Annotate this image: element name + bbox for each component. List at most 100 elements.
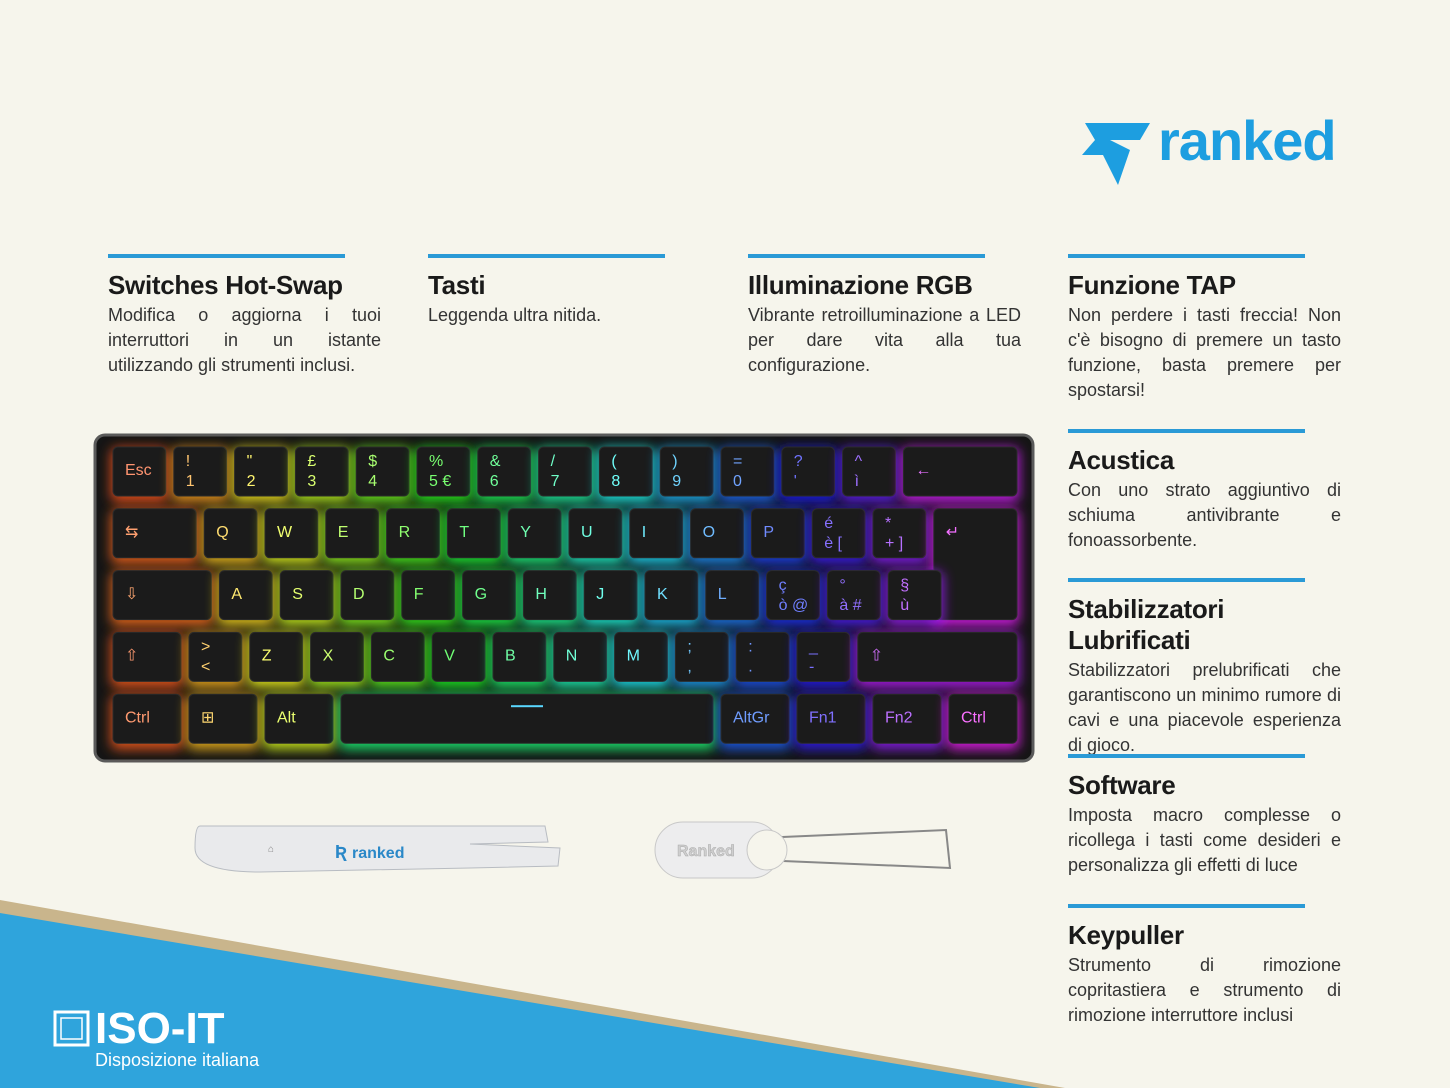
key-legend: < (201, 659, 210, 676)
key-legend: ; (687, 639, 691, 656)
key-legend: + ] (885, 535, 903, 552)
logo-mark (1082, 123, 1150, 185)
key (173, 446, 228, 497)
key-legend: F (414, 586, 424, 603)
keypuller-wire (759, 828, 952, 870)
feature: Acustica Con uno strato aggiuntivo di sch… (1068, 429, 1341, 553)
key (887, 570, 942, 621)
key (872, 693, 942, 744)
key-legend: J (596, 586, 604, 603)
key (234, 446, 288, 497)
key-legend: : (748, 639, 752, 656)
key-legend: ⇩ (125, 586, 138, 603)
feature: Stabilizzatori Lubrificati Stabilizzatori… (1068, 578, 1341, 758)
key-legend: ? (794, 453, 803, 470)
key (112, 693, 182, 744)
badge-title: ISO-IT (95, 1004, 225, 1053)
key (948, 693, 1018, 744)
key (416, 446, 471, 497)
feature-rule (748, 254, 985, 258)
space-led (511, 705, 543, 708)
feature-rule (428, 254, 665, 258)
key (370, 631, 425, 682)
feature-body: Modifica o aggiorna i tuoi interruttori … (108, 305, 381, 375)
key-legend: 5 € (429, 473, 451, 490)
key (355, 446, 410, 497)
key (933, 508, 1018, 621)
feature: Tasti Leggenda ultra nitida. (428, 254, 701, 328)
feature-title: Software (1068, 770, 1176, 800)
key (720, 446, 775, 497)
keypuller-hole (746, 829, 788, 871)
feature-body: Leggenda ultra nitida. (428, 305, 602, 325)
feature-body: Imposta macro complesse o ricollega i ta… (1068, 805, 1341, 875)
key-legend: _ (808, 639, 819, 656)
feature-body: Strumento di rimozione copritastiera e s… (1068, 955, 1341, 1025)
feature-rule (1068, 578, 1305, 582)
key-legend: K (657, 586, 668, 603)
key-legend: § (900, 577, 909, 594)
key-legend: Y (520, 524, 531, 541)
tweezer (194, 825, 561, 873)
key-legend: è [ (824, 535, 842, 552)
key (811, 508, 866, 559)
iso-icon (60, 1017, 83, 1040)
key-legend: 6 (490, 473, 499, 490)
tweezer-logo: Ʀ (335, 842, 347, 862)
key (462, 570, 516, 621)
feature-rule (108, 254, 345, 258)
key-legend: " (247, 453, 253, 470)
key-legend: & (490, 453, 501, 470)
key-legend: Ctrl (125, 709, 150, 726)
feature-body: Con uno strato aggiuntivo di schiuma ant… (1068, 480, 1341, 550)
feature: Funzione TAP Non perdere i tasti freccia!… (1068, 254, 1341, 403)
key-legend: 4 (368, 473, 377, 490)
feature: Keypuller Strumento di rimozione copritas… (1068, 904, 1341, 1028)
key-legend: P (763, 524, 774, 541)
key (902, 446, 1018, 497)
key (203, 508, 258, 559)
key-legend: 3 (307, 473, 316, 490)
key (857, 631, 1018, 682)
key (826, 570, 881, 621)
feature-body: Non perdere i tasti freccia! Non c'è bis… (1068, 305, 1341, 400)
key (720, 693, 790, 744)
feature-body: Vibrante retroilluminazione a LED per da… (748, 305, 1021, 375)
tweezer-icon: ⌂ (268, 844, 274, 855)
key-legend: N (566, 648, 578, 665)
key (112, 570, 212, 621)
key (446, 508, 501, 559)
key-legend: ↵ (946, 524, 959, 541)
feature-body: Stabilizzatori prelubrificati che garant… (1068, 660, 1341, 755)
key (279, 570, 334, 621)
feature-rule (1068, 904, 1305, 908)
key-legend: ì (855, 473, 859, 490)
key-legend: X (323, 648, 334, 665)
key-legend: ç (779, 577, 787, 594)
feature-rule (1068, 429, 1305, 433)
key-legend: , (687, 659, 691, 676)
iso-icon (53, 1010, 90, 1047)
key-legend: R (399, 524, 411, 541)
key-legend: ò @ (779, 597, 809, 614)
key (598, 446, 653, 497)
key-legend: Ctrl (961, 709, 986, 726)
key (264, 693, 334, 744)
key (477, 446, 532, 497)
key-legend: . (748, 659, 752, 676)
key (553, 631, 608, 682)
key-legend: T (459, 524, 469, 541)
key-legend: 0 (733, 473, 742, 490)
key (766, 570, 820, 621)
key (218, 570, 273, 621)
key-legend: à # (839, 597, 861, 614)
key-legend: E (338, 524, 349, 541)
key-legend: M (627, 648, 640, 665)
key (690, 508, 744, 559)
key (386, 508, 440, 559)
key-legend: ! (186, 453, 190, 470)
key (659, 446, 714, 497)
badge-subtitle: Disposizione italiana (95, 1050, 260, 1070)
key-legend: Fn2 (885, 709, 913, 726)
feature: Software Imposta macro complesse o ricoll… (1068, 754, 1341, 878)
